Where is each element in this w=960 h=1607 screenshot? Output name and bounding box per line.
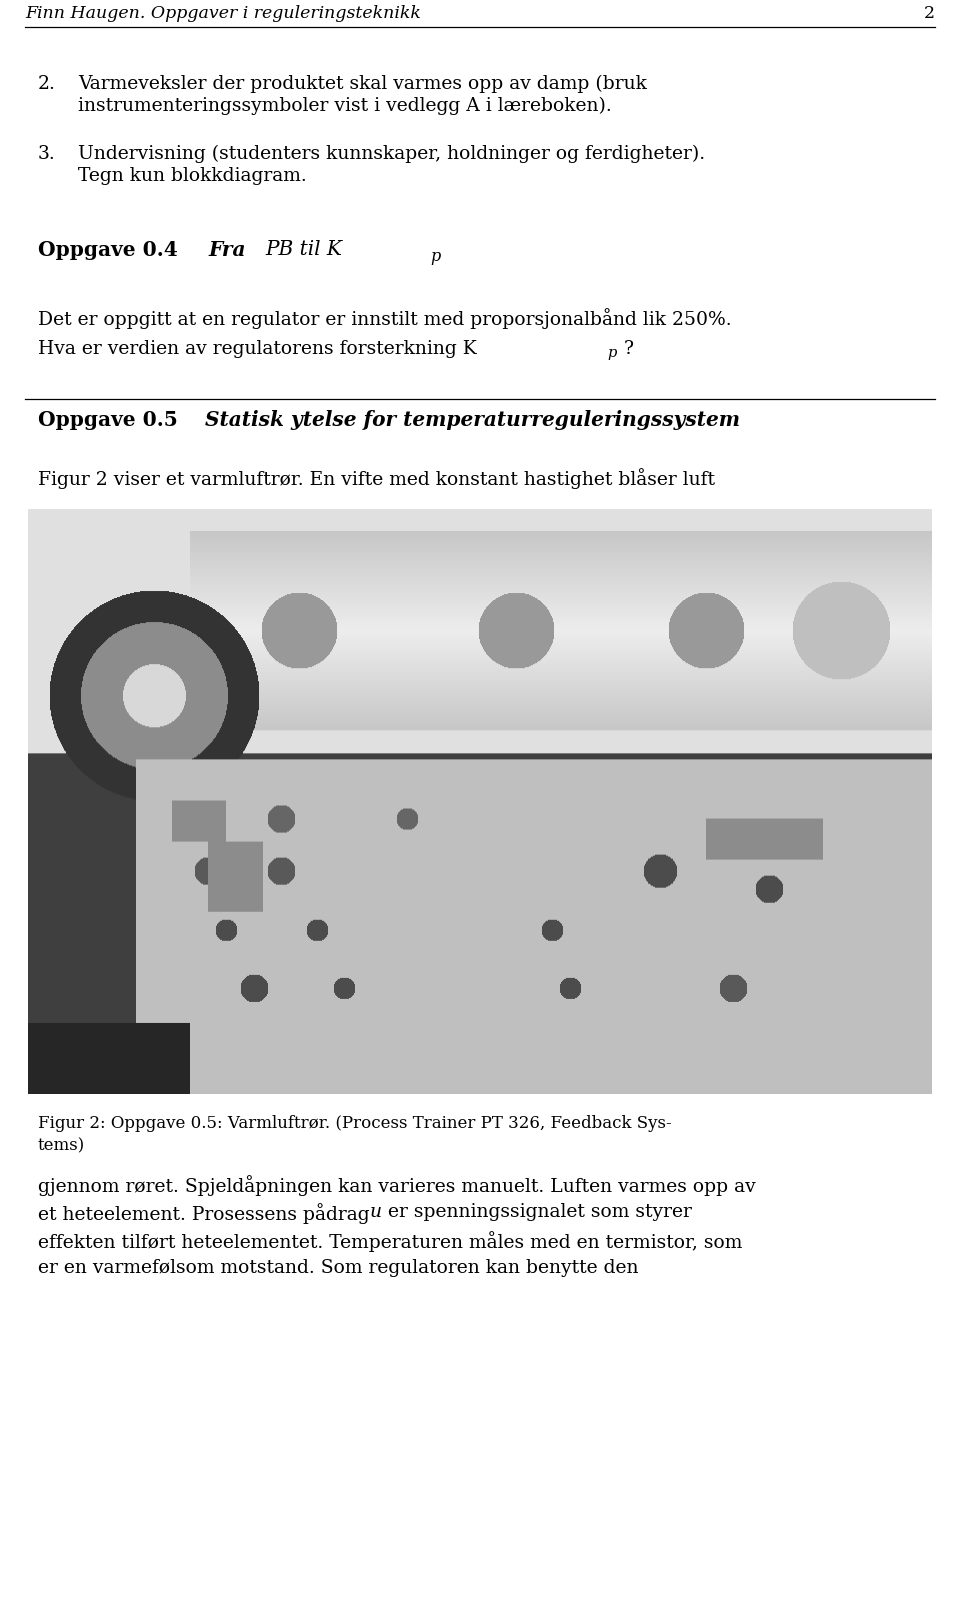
Text: Pådrag: Pådrag <box>308 1049 361 1064</box>
Text: 2: 2 <box>924 5 935 22</box>
Text: 3.: 3. <box>38 145 56 162</box>
Text: Varmluftrør: Varmluftrør <box>698 527 785 540</box>
Text: ?: ? <box>624 339 634 358</box>
Text: Figur 2 viser et varmluftrør. En vifte med konstant hastighet blåser luft: Figur 2 viser et varmluftrør. En vifte m… <box>38 468 715 489</box>
Text: et heteelement. Prosessens pådrag: et heteelement. Prosessens pådrag <box>38 1202 375 1223</box>
Text: Oppgave 0.4: Oppgave 0.4 <box>38 239 178 260</box>
Text: Spjeld: Spjeld <box>43 730 90 742</box>
Text: Temperaturmåler: Temperaturmåler <box>468 527 598 542</box>
Text: effekten tilført heteelementet. Temperaturen måles med en termistor, som: effekten tilført heteelementet. Temperat… <box>38 1231 742 1252</box>
Text: PB til K: PB til K <box>265 239 342 259</box>
Text: Undervisning (studenters kunnskaper, holdninger og ferdigheter).: Undervisning (studenters kunnskaper, hol… <box>78 145 706 164</box>
Text: 2.: 2. <box>38 76 56 93</box>
Text: Tegn kun blokkdiagram.: Tegn kun blokkdiagram. <box>78 167 307 185</box>
Text: p: p <box>430 247 441 265</box>
Text: Statisk ytelse for temperaturreguleringssystem: Statisk ytelse for temperaturregulerings… <box>205 410 740 429</box>
Text: Det er oppgitt at en regulator er innstilt med proporsjonalbånd lik 250%.: Det er oppgitt at en regulator er innsti… <box>38 309 732 329</box>
Text: Finn Haugen. Oppgaver i reguleringsteknikk: Finn Haugen. Oppgaver i reguleringstekni… <box>25 5 420 22</box>
Text: er en varmefølsom motstand. Som regulatoren kan benytte den: er en varmefølsom motstand. Som regulato… <box>38 1258 638 1276</box>
Text: Fra: Fra <box>208 239 246 260</box>
Text: er spenningssignalet som styrer: er spenningssignalet som styrer <box>382 1202 692 1220</box>
Text: gjennom røret. Spjeldåpningen kan varieres manuelt. Luften varmes opp av: gjennom røret. Spjeldåpningen kan varier… <box>38 1175 756 1196</box>
Text: Figur 2: Oppgave 0.5: Varmluftrør. (Process Trainer PT 326, Feedback Sys-: Figur 2: Oppgave 0.5: Varmluftrør. (Proc… <box>38 1114 672 1131</box>
Text: Potensiometer for måling
av spjeldåpningen: Potensiometer for måling av spjeldåpning… <box>38 527 229 561</box>
Text: tems): tems) <box>38 1136 85 1154</box>
Text: instrumenteringssymboler vist i vedlegg A i læreboken).: instrumenteringssymboler vist i vedlegg … <box>78 96 612 116</box>
Text: Oppgave 0.5: Oppgave 0.5 <box>38 410 178 429</box>
Text: Hva er verdien av regulatorens forsterkning K: Hva er verdien av regulatorens forsterkn… <box>38 339 477 358</box>
Text: Varmeveksler der produktet skal varmes opp av damp (bruk: Varmeveksler der produktet skal varmes o… <box>78 76 647 93</box>
Text: Målesignal: Målesignal <box>598 1049 679 1064</box>
Text: Heteelement: Heteelement <box>228 550 324 562</box>
Text: u: u <box>370 1202 382 1220</box>
Text: p: p <box>607 346 616 360</box>
